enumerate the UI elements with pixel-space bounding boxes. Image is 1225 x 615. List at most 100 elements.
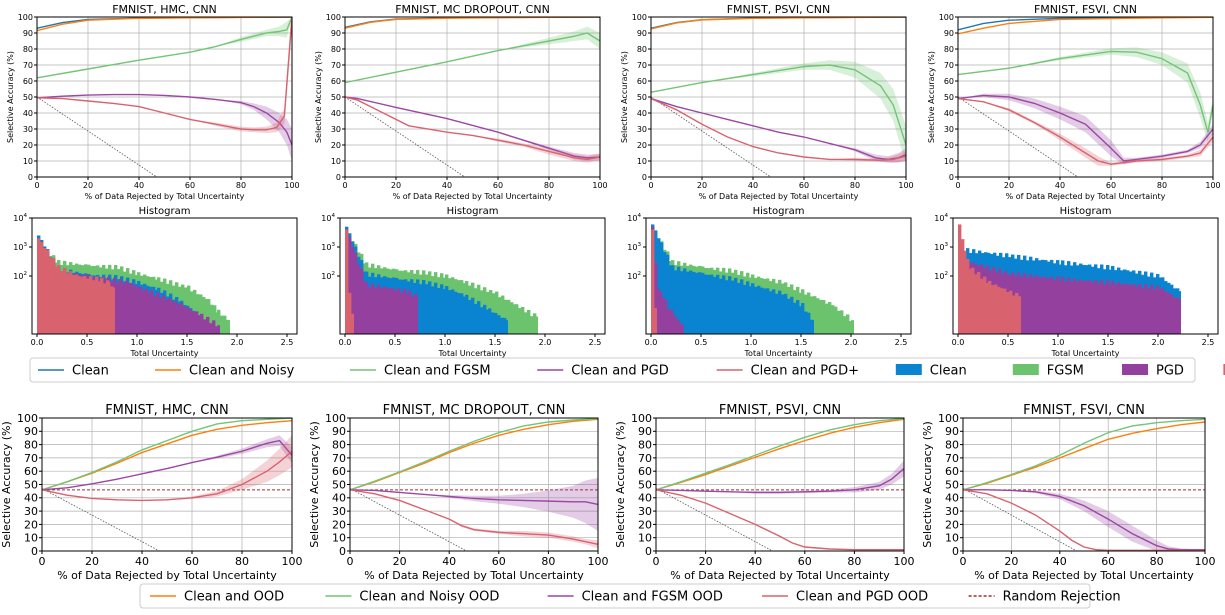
histogram-bar (122, 283, 126, 334)
histogram-bar (75, 274, 79, 334)
x-tick-label: 80 (1157, 181, 1167, 190)
histogram-bar (80, 276, 84, 334)
histogram-bar (501, 295, 505, 334)
histogram-bar (357, 264, 361, 334)
histogram-bar (348, 292, 352, 334)
y-tick-label: 30 (637, 125, 647, 134)
reference-diagonal-line (350, 488, 467, 551)
y-tick-label: 10 (24, 532, 38, 545)
series-line (345, 96, 600, 161)
histogram-bar (813, 296, 817, 334)
histogram-bar (1018, 296, 1021, 334)
histogram-bar (822, 299, 826, 334)
histogram-bar (661, 298, 665, 334)
chart-title: FMNIST, PSVI, CNN (727, 3, 831, 16)
y-tick-label: 90 (638, 425, 652, 438)
chart-top-mcd: FMNIST, MC DROPOUT, CNN 0 20 40 60 80 100 0 10 20… (314, 3, 608, 201)
histogram-bar (1178, 299, 1181, 334)
y-tick-label: 40 (945, 492, 959, 505)
series-line (958, 97, 1213, 165)
reference-diagonal-line (963, 488, 1077, 551)
histogram-bar (103, 283, 107, 334)
reference-diagonal-line (656, 488, 773, 551)
y-tick-label: 70 (637, 61, 647, 70)
histogram-bar (189, 309, 193, 334)
x-tick-label: 0.0 (339, 338, 352, 347)
histogram-bar (677, 266, 681, 334)
histogram-bar (142, 290, 146, 334)
y-tick-label: 90 (331, 29, 341, 38)
y-tick-exponent: 4 (637, 213, 641, 219)
series-line (656, 489, 904, 551)
histogram-bar (671, 265, 675, 334)
legend-label: Clean and PGD OOD (796, 590, 928, 605)
histogram-bar (40, 242, 44, 334)
histogram-bar (345, 229, 349, 334)
y-tick-label: 60 (24, 465, 38, 478)
plot-area (963, 418, 1205, 551)
legend-swatch (1122, 364, 1148, 375)
histogram-bar (107, 282, 111, 334)
y-tick-label: 104 (13, 213, 27, 223)
histogram-bar (77, 276, 81, 334)
x-tick-label: 80 (544, 181, 554, 190)
histogram-bar (983, 276, 987, 334)
histogram-bar (749, 286, 753, 334)
legend-item: Clean and FGSM (350, 364, 491, 379)
y-tick-label: 40 (23, 109, 33, 118)
x-tick-label: 60 (492, 555, 506, 568)
y-tick-label: 100 (631, 412, 652, 425)
histogram-bar (1029, 274, 1033, 334)
histogram-bar (139, 286, 143, 334)
x-axis-label: % of Data Rejected by Total Uncertainty (57, 569, 277, 582)
chart-top-psvi: FMNIST, PSVI, CNN 0 20 40 60 80 100 0 10 20 30 40 50… (620, 3, 914, 201)
x-tick-label: 1.0 (1052, 338, 1065, 347)
histogram-bar (445, 286, 449, 334)
histogram-bar (1085, 280, 1089, 334)
histogram-bar (460, 293, 464, 334)
chart-title: FMNIST, MC DROPOUT, CNN (395, 3, 550, 16)
histogram-bar (849, 321, 853, 334)
confidence-band (37, 17, 292, 78)
chart-top-hmc: FMNIST, HMC, CNN 0 20 40 60 80 100 0 10 20 30 40 50 6… (6, 3, 300, 201)
histogram-bar (533, 313, 537, 334)
legend-label: Clean and FGSM OOD (582, 590, 723, 605)
x-tick-label: 60 (799, 181, 809, 190)
legend-item: FGSM (1012, 364, 1084, 379)
histogram-bar (92, 280, 96, 334)
histogram-bar (819, 299, 823, 334)
histogram-bar (86, 278, 90, 334)
histogram-bar (666, 254, 670, 334)
series-line (37, 93, 292, 146)
histogram-bar (49, 257, 53, 334)
legend-item: Clean and PGD+ (716, 364, 859, 379)
histogram-bar (136, 286, 140, 334)
y-tick-label: 20 (23, 141, 33, 150)
histogram-bar (674, 316, 678, 334)
y-tick-label: 60 (637, 77, 647, 86)
histogram-bar (177, 304, 181, 334)
histogram-bar (674, 270, 678, 334)
legend_bottom: Clean and OOD Clean and Noisy OOD Clean an… (139, 583, 1121, 609)
confidence-band (651, 60, 906, 165)
chart-title: Histogram (1060, 206, 1112, 217)
histogram-bar (1156, 285, 1160, 334)
histogram-bar (828, 302, 832, 334)
histogram-bar (57, 265, 61, 334)
x-tick-label: 60 (493, 181, 503, 190)
histogram-bar (451, 289, 455, 334)
x-tick-label: 1.5 (489, 338, 502, 347)
y-tick-exponent: 4 (23, 213, 27, 219)
histogram-bar (171, 301, 175, 334)
x-tick-label: 2.0 (231, 338, 244, 347)
histogram-bar (754, 286, 758, 334)
confidence-band (42, 435, 292, 490)
y-tick-label: 100 (17, 412, 38, 425)
histogram-bar (37, 238, 41, 334)
plot-area (656, 418, 904, 551)
y-tick-label: 80 (945, 438, 959, 451)
histogram-bar (692, 271, 696, 334)
confidence-band (958, 93, 1213, 165)
